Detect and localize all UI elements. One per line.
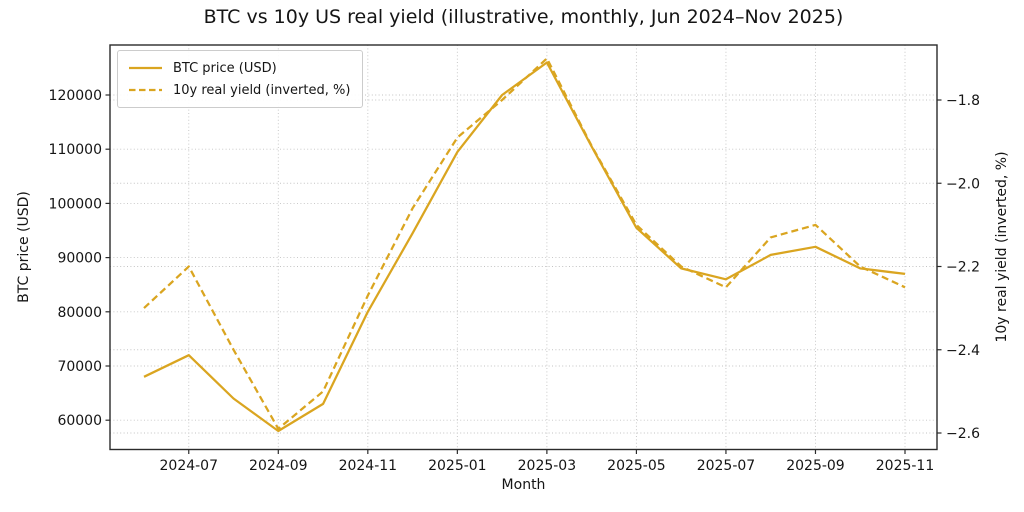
legend-item-yield: 10y real yield (inverted, %) — [128, 79, 350, 101]
left-y-tick-label: 70000 — [57, 359, 102, 375]
right-y-axis-label: 10y real yield (inverted, %) — [994, 151, 1010, 343]
legend: BTC price (USD) 10y real yield (inverted… — [117, 50, 364, 108]
right-y-tick-label: −2.0 — [946, 176, 980, 192]
x-tick-label: 2024-09 — [249, 458, 308, 474]
right-y-tick-label: −2.6 — [946, 426, 980, 442]
legend-label-yield: 10y real yield (inverted, %) — [173, 82, 351, 98]
chart-title: BTC vs 10y US real yield (illustrative, … — [203, 6, 844, 28]
right-y-tick-label: −2.4 — [946, 343, 980, 359]
plot-border — [109, 44, 938, 451]
x-tick-label: 2025-01 — [428, 458, 487, 474]
x-tick-label: 2025-07 — [697, 458, 756, 474]
left-y-tick-label: 60000 — [57, 413, 102, 429]
x-tick-label: 2025-03 — [518, 458, 577, 474]
dashed-line-sample-icon — [129, 88, 162, 92]
left-y-tick-label: 90000 — [57, 251, 102, 267]
real-yield-line — [143, 57, 906, 430]
x-axis-label: Month — [501, 477, 546, 493]
right-y-tick-label: −2.2 — [946, 260, 980, 276]
left-y-tick-label: 80000 — [57, 305, 102, 321]
x-tick-label: 2025-05 — [607, 458, 666, 474]
right-y-tick-label: −1.8 — [946, 93, 980, 109]
left-y-tick-label: 100000 — [49, 196, 102, 212]
left-y-tick-label: 110000 — [49, 142, 102, 158]
x-tick-label: 2024-11 — [339, 458, 398, 474]
solid-line-sample-icon — [129, 66, 162, 70]
left-y-tick-label: 120000 — [49, 88, 102, 104]
x-tick-label: 2025-11 — [876, 458, 935, 474]
legend-item-btc: BTC price (USD) — [128, 57, 350, 79]
legend-label-btc: BTC price (USD) — [173, 60, 277, 76]
x-tick-label: 2025-09 — [786, 458, 845, 474]
left-y-axis-label: BTC price (USD) — [16, 191, 32, 303]
x-tick-label: 2024-07 — [160, 458, 219, 474]
btc-price-line — [143, 61, 906, 433]
